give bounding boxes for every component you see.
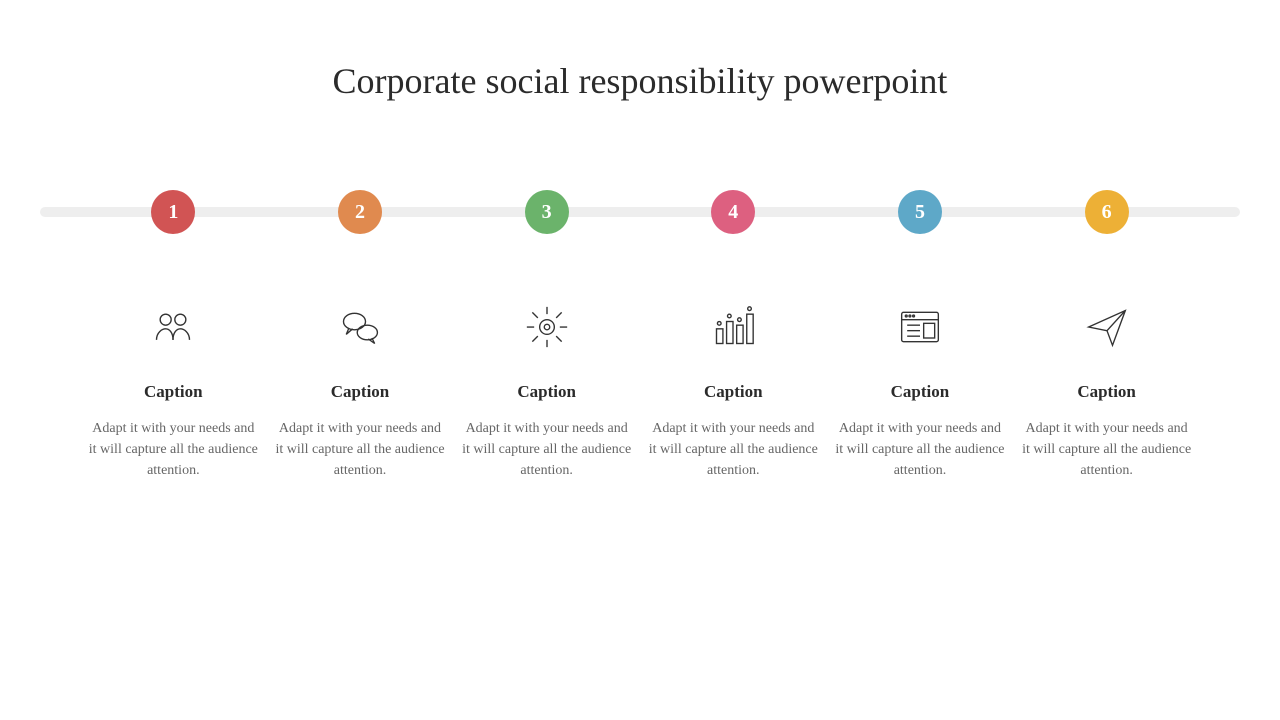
steps-row: 1 2 3 4 5 6 xyxy=(40,182,1240,242)
timeline: 1 2 3 4 5 6 xyxy=(40,182,1240,242)
people-icon xyxy=(148,302,198,352)
caption-6: Caption xyxy=(1077,382,1136,402)
chat-icon xyxy=(335,302,385,352)
caption-2: Caption xyxy=(331,382,390,402)
content-item-4: Caption Adapt it with your needs and it … xyxy=(648,302,818,481)
step-circle-2: 2 xyxy=(338,190,382,234)
gear-icon xyxy=(522,302,572,352)
content-item-3: Caption Adapt it with your needs and it … xyxy=(462,302,632,481)
desc-5: Adapt it with your needs and it will cap… xyxy=(835,418,1005,481)
browser-icon xyxy=(895,302,945,352)
content-item-5: Caption Adapt it with your needs and it … xyxy=(835,302,1005,481)
plane-icon xyxy=(1082,302,1132,352)
step-circle-6: 6 xyxy=(1085,190,1129,234)
caption-1: Caption xyxy=(144,382,203,402)
content-item-1: Caption Adapt it with your needs and it … xyxy=(88,302,258,481)
content-row: Caption Adapt it with your needs and it … xyxy=(40,302,1240,481)
step-circle-1: 1 xyxy=(151,190,195,234)
slide-title: Corporate social responsibility powerpoi… xyxy=(40,60,1240,102)
caption-4: Caption xyxy=(704,382,763,402)
bars-icon xyxy=(708,302,758,352)
step-circle-4: 4 xyxy=(711,190,755,234)
caption-3: Caption xyxy=(517,382,576,402)
desc-4: Adapt it with your needs and it will cap… xyxy=(648,418,818,481)
desc-3: Adapt it with your needs and it will cap… xyxy=(462,418,632,481)
desc-1: Adapt it with your needs and it will cap… xyxy=(88,418,258,481)
desc-6: Adapt it with your needs and it will cap… xyxy=(1022,418,1192,481)
step-circle-5: 5 xyxy=(898,190,942,234)
step-circle-3: 3 xyxy=(525,190,569,234)
desc-2: Adapt it with your needs and it will cap… xyxy=(275,418,445,481)
content-item-6: Caption Adapt it with your needs and it … xyxy=(1022,302,1192,481)
caption-5: Caption xyxy=(891,382,950,402)
content-item-2: Caption Adapt it with your needs and it … xyxy=(275,302,445,481)
